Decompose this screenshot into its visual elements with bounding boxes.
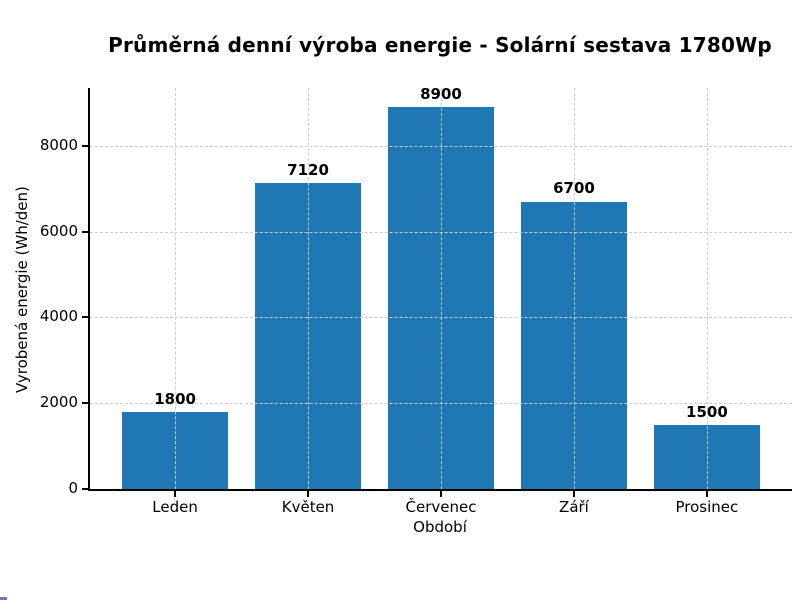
gridline-v [573,88,575,489]
y-tick [82,488,88,490]
plot-area: 1800 7120 8900 6700 1500 [88,85,792,491]
x-tick-label: Leden [152,498,198,516]
bar-value-label: 7120 [287,161,329,180]
corner-artifact [0,597,7,600]
x-tick-label: Červenec [405,498,477,516]
y-tick-label: 0 [68,479,78,497]
bar-value-label: 6700 [553,179,595,198]
bar-value-label: 1800 [154,389,196,408]
y-tick-label: 4000 [39,307,78,326]
bar-value-label: 1500 [686,402,728,421]
y-tick-label: 6000 [39,221,78,240]
x-tick [705,491,708,497]
gridline-v [441,88,442,489]
chart-title: Průměrná denní výroba energie - Solární … [108,33,772,57]
x-tick [174,491,177,497]
y-tick [82,144,88,147]
x-axis-label: Období [413,518,467,536]
bar-3 [387,107,495,489]
gridline-v [308,88,310,489]
x-tick-label: Prosinec [675,498,739,516]
x-tick-label: Září [559,498,589,516]
x-tick [440,491,442,497]
x-tick-label: Květen [281,498,335,516]
gridline-v [706,88,708,489]
y-tick [82,316,88,319]
x-tick [572,491,575,497]
bar-5 [653,424,761,489]
y-tick [82,230,88,233]
bar-value-label: 8900 [420,85,462,104]
y-tick [82,402,88,405]
y-tick-label: 8000 [39,135,78,154]
x-tick [307,491,310,497]
y-tick-label: 2000 [39,393,78,412]
gridline-v [175,88,177,489]
bar-4 [520,201,628,489]
